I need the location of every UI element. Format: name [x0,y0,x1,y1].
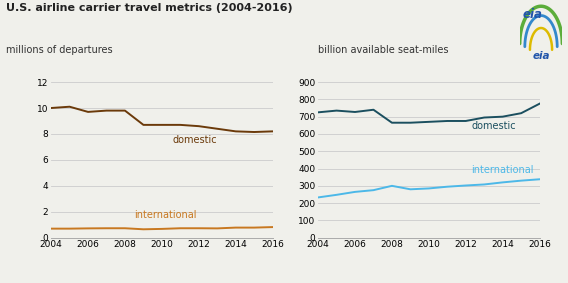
Text: international: international [134,210,197,220]
Text: international: international [471,165,534,175]
Text: billion available seat-miles: billion available seat-miles [318,45,449,55]
Text: domestic: domestic [471,121,516,131]
Text: domestic: domestic [173,135,218,145]
Text: eia: eia [532,51,550,61]
Text: millions of departures: millions of departures [6,45,112,55]
Text: eia: eia [523,8,542,22]
Text: U.S. airline carrier travel metrics (2004-2016): U.S. airline carrier travel metrics (200… [6,3,293,13]
